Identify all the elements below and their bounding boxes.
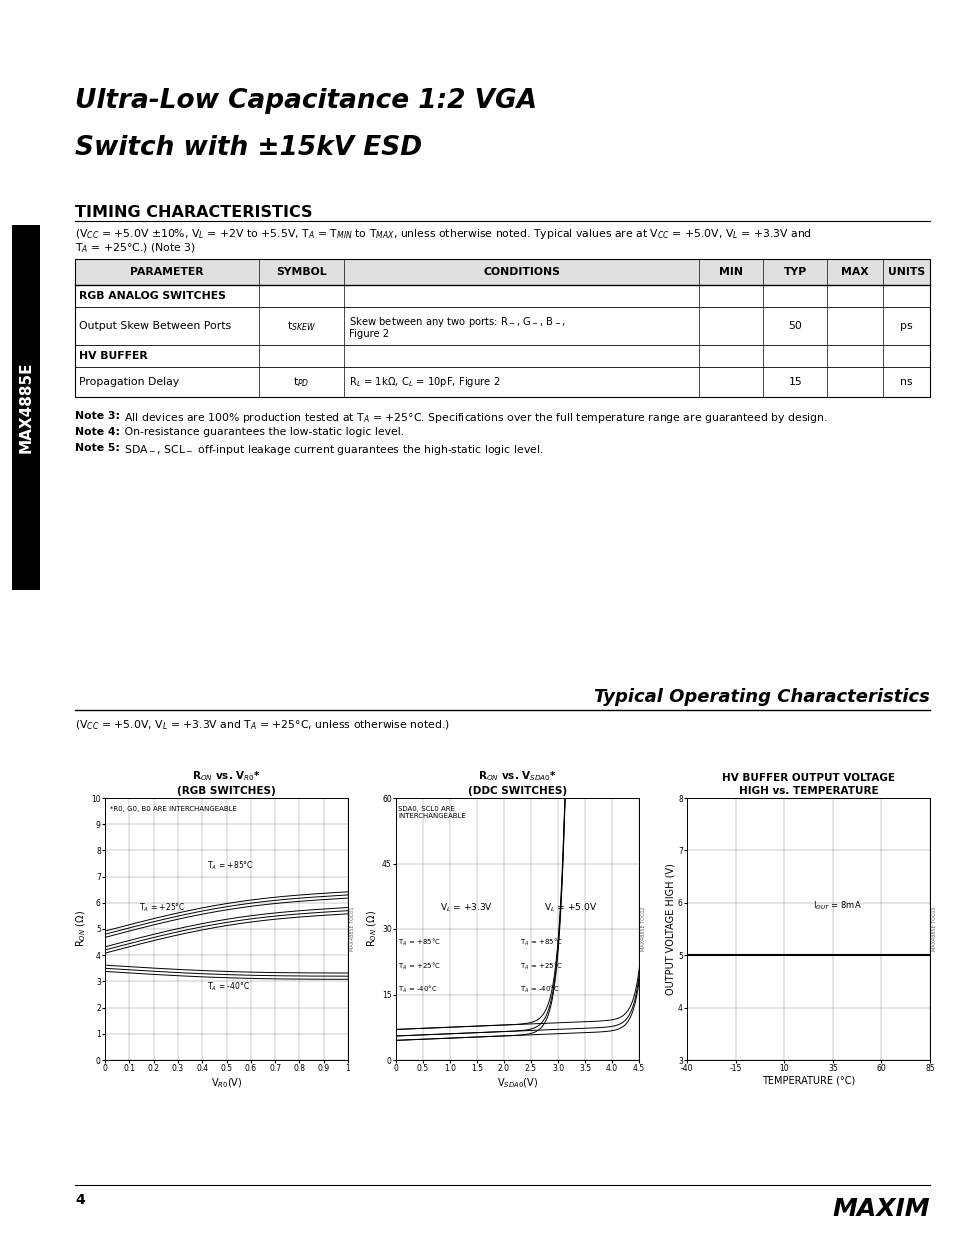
Text: HV BUFFER: HV BUFFER xyxy=(79,351,148,361)
Title: HV BUFFER OUTPUT VOLTAGE
HIGH vs. TEMPERATURE: HV BUFFER OUTPUT VOLTAGE HIGH vs. TEMPER… xyxy=(721,773,894,795)
Bar xyxy=(75,259,929,396)
Text: Note 4:: Note 4: xyxy=(75,427,120,437)
Text: Skew between any two ports: R$_-$, G$_-$, B$_-$,: Skew between any two ports: R$_-$, G$_-$… xyxy=(349,315,565,329)
Text: I$_{OUT}$ = 8mA: I$_{OUT}$ = 8mA xyxy=(813,899,862,911)
Text: On-resistance guarantees the low-static logic level.: On-resistance guarantees the low-static … xyxy=(121,427,404,437)
Text: Figure 2: Figure 2 xyxy=(349,329,389,338)
Text: 50: 50 xyxy=(787,321,801,331)
Title: R$_{ON}$ vs. V$_{SDA0}$*
(DDC SWITCHES): R$_{ON}$ vs. V$_{SDA0}$* (DDC SWITCHES) xyxy=(468,769,566,795)
Text: Ultra-Low Capacitance 1:2 VGA: Ultra-Low Capacitance 1:2 VGA xyxy=(75,88,537,114)
Text: T$_A$ = +85$\degree$C: T$_A$ = +85$\degree$C xyxy=(207,860,253,872)
Text: T$_A$ = +85$\degree$C: T$_A$ = +85$\degree$C xyxy=(398,936,441,948)
Text: Typical Operating Characteristics: Typical Operating Characteristics xyxy=(594,688,929,706)
Text: All devices are 100% production tested at T$_A$ = +25$\degree$C. Specifications : All devices are 100% production tested a… xyxy=(121,411,827,425)
Text: SDA0, SCL0 ARE
INTERCHANGEABLE: SDA0, SCL0 ARE INTERCHANGEABLE xyxy=(398,806,466,819)
Text: T$_A$ = -40$\degree$C: T$_A$ = -40$\degree$C xyxy=(398,984,437,995)
Text: SDA$_-$, SCL$_-$ off-input leakage current guarantees the high-static logic leve: SDA$_-$, SCL$_-$ off-input leakage curre… xyxy=(121,443,543,457)
Text: RGB ANALOG SWITCHES: RGB ANALOG SWITCHES xyxy=(79,291,226,301)
Text: CONDITIONS: CONDITIONS xyxy=(483,267,559,277)
Title: R$_{ON}$ vs. V$_{R0}$*
(RGB SWITCHES): R$_{ON}$ vs. V$_{R0}$* (RGB SWITCHES) xyxy=(177,769,275,795)
Text: 4: 4 xyxy=(75,1193,85,1207)
Y-axis label: R$_{ON}$ (Ω): R$_{ON}$ (Ω) xyxy=(365,910,379,947)
Text: T$_A$ = -40$\degree$C: T$_A$ = -40$\degree$C xyxy=(519,984,559,995)
X-axis label: V$_{SDA0}$(V): V$_{SDA0}$(V) xyxy=(497,1076,537,1089)
Text: MAX4885E: MAX4885E xyxy=(18,362,33,453)
Text: T$_A$ = +25$\degree$C: T$_A$ = +25$\degree$C xyxy=(519,961,562,972)
Text: V$_L$ = +5.0V: V$_L$ = +5.0V xyxy=(543,902,597,914)
Text: Note 3:: Note 3: xyxy=(75,411,120,421)
Text: MAX: MAX xyxy=(841,267,868,277)
Text: ns: ns xyxy=(900,377,912,387)
Text: MAX4885E TOC03: MAX4885E TOC03 xyxy=(931,906,937,951)
Text: T$_A$ = +25$\degree$C: T$_A$ = +25$\degree$C xyxy=(139,902,186,914)
Text: MAX4885E TOC01: MAX4885E TOC01 xyxy=(350,906,355,951)
Y-axis label: OUTPUT VOLTAGE HIGH (V): OUTPUT VOLTAGE HIGH (V) xyxy=(664,863,675,995)
Text: TYP: TYP xyxy=(783,267,806,277)
Y-axis label: R$_{ON}$ (Ω): R$_{ON}$ (Ω) xyxy=(74,910,89,947)
Text: t$_{SKEW}$: t$_{SKEW}$ xyxy=(287,319,315,333)
Text: PARAMETER: PARAMETER xyxy=(130,267,204,277)
Text: Propagation Delay: Propagation Delay xyxy=(79,377,179,387)
Text: t$_{PD}$: t$_{PD}$ xyxy=(293,375,310,389)
Text: T$_A$ = -40$\degree$C: T$_A$ = -40$\degree$C xyxy=(207,981,250,993)
Text: Output Skew Between Ports: Output Skew Between Ports xyxy=(79,321,231,331)
Text: (V$_{CC}$ = +5.0V, V$_L$ = +3.3V and T$_A$ = +25$\degree$C, unless otherwise not: (V$_{CC}$ = +5.0V, V$_L$ = +3.3V and T$_… xyxy=(75,718,450,731)
Text: SYMBOL: SYMBOL xyxy=(276,267,327,277)
Text: MAX4885E TOC02: MAX4885E TOC02 xyxy=(640,906,646,951)
Text: (V$_{CC}$ = +5.0V $\pm$10%, V$_L$ = +2V to +5.5V, T$_A$ = T$_{MIN}$ to T$_{MAX}$: (V$_{CC}$ = +5.0V $\pm$10%, V$_L$ = +2V … xyxy=(75,227,811,241)
Text: T$_A$ = +25$\degree$C: T$_A$ = +25$\degree$C xyxy=(398,961,441,972)
Text: 15: 15 xyxy=(787,377,801,387)
Text: Note 5:: Note 5: xyxy=(75,443,120,453)
Bar xyxy=(75,259,929,285)
Text: *R0, G0, B0 ARE INTERCHANGEABLE: *R0, G0, B0 ARE INTERCHANGEABLE xyxy=(110,806,236,811)
Text: UNITS: UNITS xyxy=(887,267,924,277)
Text: T$_A$ = +85$\degree$C: T$_A$ = +85$\degree$C xyxy=(519,936,562,948)
Text: MIN: MIN xyxy=(719,267,742,277)
X-axis label: TEMPERATURE (°C): TEMPERATURE (°C) xyxy=(761,1076,854,1086)
X-axis label: V$_{R0}$(V): V$_{R0}$(V) xyxy=(211,1076,242,1089)
Text: TIMING CHARACTERISTICS: TIMING CHARACTERISTICS xyxy=(75,205,313,220)
Text: T$_A$ = +25$\degree$C.) (Note 3): T$_A$ = +25$\degree$C.) (Note 3) xyxy=(75,241,196,254)
Text: Switch with ±15kV ESD: Switch with ±15kV ESD xyxy=(75,135,421,161)
Text: V$_L$ = +3.3V: V$_L$ = +3.3V xyxy=(439,902,493,914)
Text: ps: ps xyxy=(900,321,912,331)
Text: MAXIM: MAXIM xyxy=(832,1197,929,1221)
Text: R$_L$ = 1kΩ, C$_L$ = 10pF, Figure 2: R$_L$ = 1kΩ, C$_L$ = 10pF, Figure 2 xyxy=(349,375,500,389)
